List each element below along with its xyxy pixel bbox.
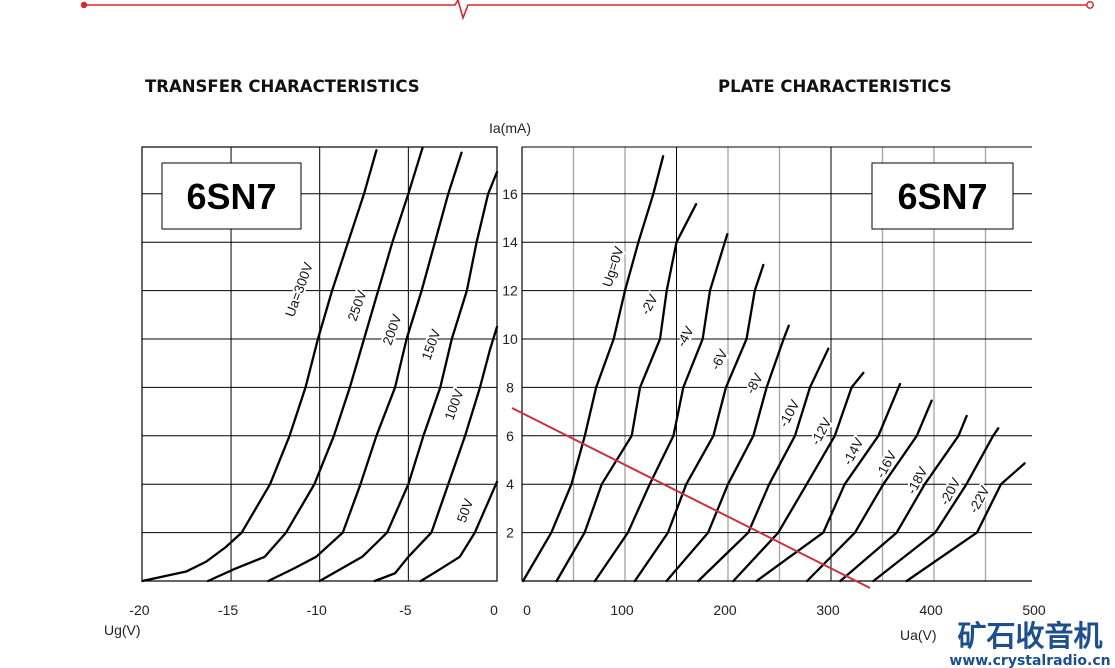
transfer-badge-box xyxy=(161,162,302,230)
transfer-curve xyxy=(318,170,499,583)
plate-curve xyxy=(555,203,698,583)
transfer-curve xyxy=(141,149,378,583)
plate-x-tick-label: 300 xyxy=(816,602,840,618)
plate-curve-label: -4V xyxy=(674,324,697,350)
transfer-curve-label: 150V xyxy=(419,327,444,362)
plate-x-tick-label: 100 xyxy=(610,602,634,618)
transfer-curve xyxy=(373,325,499,583)
curve-layer xyxy=(141,146,1026,589)
plate-curve-label: -14V xyxy=(840,435,867,467)
plate-curve xyxy=(805,399,933,583)
header-decoration xyxy=(80,0,1094,21)
y-tick-label: 4 xyxy=(506,476,514,492)
y-tick-label: 16 xyxy=(502,186,518,202)
y-tick-label: 12 xyxy=(502,283,518,299)
watermark-logo: 矿石收音机 www.crystalradio.cn xyxy=(949,619,1110,668)
y-tick-label: 8 xyxy=(506,379,514,395)
plate-badge-text: 6SN7 xyxy=(897,176,987,217)
transfer-curve-label: 250V xyxy=(345,288,370,323)
plate-curve xyxy=(872,427,1000,583)
curve-label-layer: Ua=300V 250V 200V 150V 100V 50V Ug=0V -2V -4V -6V… xyxy=(280,243,994,527)
transfer-x-tick-label: 0 xyxy=(490,602,498,618)
y-tick-label: 14 xyxy=(502,234,518,250)
plate-curve xyxy=(593,233,729,583)
plate-x-tick-label: 0 xyxy=(523,602,531,618)
transfer-curve xyxy=(206,146,424,583)
watermark-url-text: www.crystalradio.cn xyxy=(949,653,1110,668)
plate-curve-label: Ug=0V xyxy=(600,245,627,289)
plate-x-tick-label: 200 xyxy=(713,602,737,618)
load-line xyxy=(511,407,871,589)
y-axis-label: Ia(mA) xyxy=(489,120,531,136)
header-left-dot xyxy=(80,1,88,9)
transfer-curve-label: Ua=300V xyxy=(282,260,315,318)
plate-curve xyxy=(839,414,968,583)
plate-badge-box xyxy=(871,162,1014,230)
plate-curve xyxy=(755,382,902,583)
transfer-x-tick-label: -10 xyxy=(307,602,327,618)
transfer-x-tick-label: -15 xyxy=(218,602,238,618)
plate-chart-title: PLATE CHARACTERISTICS xyxy=(718,77,952,96)
header-red-line xyxy=(83,0,1088,21)
transfer-curve-label: 200V xyxy=(380,312,405,347)
plate-curve-label: -20V xyxy=(937,475,964,507)
transfer-curve-label: 100V xyxy=(442,387,467,422)
transfer-badge-text: 6SN7 xyxy=(186,176,276,217)
plate-badge: 6SN7 xyxy=(871,162,1014,230)
plate-curve-label: -8V xyxy=(743,371,766,397)
transfer-chart-title: TRANSFER CHARACTERISTICS xyxy=(145,77,420,96)
plate-x-axis-label: Ua(V) xyxy=(900,627,937,643)
transfer-curve xyxy=(419,480,499,583)
transfer-x-tick-label: -20 xyxy=(129,602,149,618)
grid-layer: 2 4 6 8 10 12 14 16 -20 -15 -10 -5 0 0 100 200 300 400 500 xyxy=(129,146,1046,618)
plate-x-tick-label: 500 xyxy=(1022,602,1046,618)
plate-curve-label: -6V xyxy=(708,347,731,373)
header-right-ring xyxy=(1086,1,1094,9)
plate-curve xyxy=(732,371,865,583)
watermark-cn-text: 矿石收音机 xyxy=(957,619,1102,653)
plate-curve-label: -16V xyxy=(873,448,900,480)
plate-curve xyxy=(697,347,830,583)
transfer-curve xyxy=(267,151,463,583)
plate-curve-label: -2V xyxy=(638,292,661,318)
y-tick-label: 2 xyxy=(506,525,514,541)
y-tick-label: 10 xyxy=(502,331,518,347)
plate-curve xyxy=(521,155,665,583)
transfer-x-axis-label: Ug(V) xyxy=(104,622,141,638)
plate-curve xyxy=(665,324,790,583)
plate-curve xyxy=(905,462,1026,583)
plate-x-tick-label: 400 xyxy=(919,602,943,618)
transfer-curve-label: 50V xyxy=(454,497,476,525)
transfer-badge: 6SN7 xyxy=(161,162,302,230)
transfer-x-tick-label: -5 xyxy=(399,602,412,618)
plate-curve xyxy=(633,263,765,583)
y-tick-label: 6 xyxy=(506,428,514,444)
